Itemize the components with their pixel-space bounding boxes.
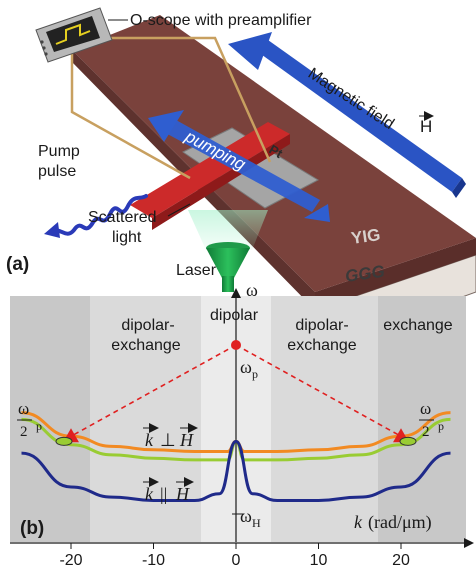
field-label: Magnetic field (305, 65, 397, 133)
pump-pulse-label-2: pulse (38, 163, 76, 180)
region-left-label-2: exchange (111, 337, 180, 354)
svg-text:p: p (438, 419, 444, 433)
region-left-label-1: dipolar- (121, 317, 174, 334)
par-label: k || H (143, 477, 194, 504)
pump-pulse-arrowhead (44, 222, 60, 238)
omega-p-half-left: ω 2 p (17, 399, 42, 440)
transducer-strip (130, 122, 290, 218)
omega-h-sub: H (252, 516, 261, 530)
omega-p-label: ω (240, 357, 252, 377)
field-arrow (228, 32, 466, 198)
omega-p-point (231, 340, 241, 350)
x-ticks: -20 -10 0 10 20 (59, 543, 410, 568)
svg-text:k: k (145, 484, 154, 504)
wire-right (88, 36, 272, 163)
x-axis-unit: (rad/μm) (368, 512, 432, 533)
panel-b-label: (b) (20, 518, 44, 539)
scattered-label-2: light (112, 229, 142, 246)
svg-text:||: || (160, 484, 167, 504)
oscilloscope (35, 7, 113, 63)
svg-text:2: 2 (20, 424, 28, 440)
dispersion-curves (21, 411, 451, 502)
half-omega-marker (55, 436, 73, 446)
yig-side (315, 238, 476, 310)
laser (206, 242, 250, 292)
panel-a-label: (a) (6, 254, 29, 275)
x-axis-label: k (354, 512, 363, 532)
region-far-right-label: exchange (383, 317, 452, 334)
pump-pulse-label-1: Pump (38, 143, 80, 160)
laser-label: Laser (176, 262, 217, 279)
wire-left (70, 48, 191, 180)
svg-text:H: H (175, 484, 190, 504)
x-tick-label: 10 (310, 552, 328, 568)
omega-h-label: ω (240, 506, 252, 526)
pumping-arrow (148, 110, 330, 222)
svg-text:k: k (145, 430, 154, 450)
x-tick-label: -10 (142, 552, 165, 568)
omega-p-sub: p (252, 367, 258, 381)
x-tick-label: 20 (392, 552, 410, 568)
svg-text:⊥: ⊥ (160, 430, 176, 450)
yig-label: YIG (350, 225, 382, 248)
scattered-label-1: Scattered (88, 209, 156, 226)
perp-label: k ⊥ H (143, 423, 198, 450)
dashed-line (70, 344, 237, 437)
scattered-light-cone (188, 210, 268, 250)
y-axis-label: ω (246, 280, 258, 300)
dashed-line (235, 344, 402, 437)
field-vector: H (420, 117, 432, 136)
oscope-label: O-scope with preamplifier (130, 12, 312, 29)
svg-text:H: H (179, 430, 194, 450)
svg-text:2: 2 (422, 424, 430, 440)
region-right-label-1: dipolar- (295, 317, 348, 334)
half-omega-marker (399, 436, 417, 446)
region-right-label-2: exchange (287, 337, 356, 354)
region-center-label: dipolar (210, 307, 259, 324)
omega-p-half-right: ω 2 p (419, 399, 444, 440)
x-tick-label: -20 (59, 552, 82, 568)
pump-pulse-wave (50, 194, 148, 236)
panel-b: dipolar- exchange dipolar dipolar- excha… (10, 280, 474, 568)
region-exchange-right (378, 296, 466, 542)
pumping-dashed-lines (55, 340, 417, 446)
scattered-leader (167, 203, 191, 217)
x-tick-label: 0 (232, 552, 241, 568)
svg-text:ω: ω (420, 399, 431, 418)
panel-a: O-scope with preamplifier Magnetic field… (6, 7, 476, 351)
svg-text:p: p (36, 419, 42, 433)
svg-text:ω: ω (18, 399, 29, 418)
curve-k-par-h (21, 439, 451, 502)
